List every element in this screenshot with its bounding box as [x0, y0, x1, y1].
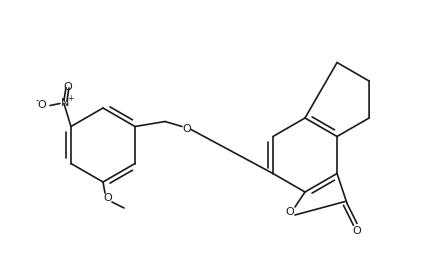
Text: O: O — [104, 193, 112, 203]
Text: N: N — [61, 98, 69, 108]
Text: +: + — [67, 94, 73, 103]
Text: O: O — [183, 125, 191, 134]
Text: -: - — [35, 96, 39, 105]
Text: O: O — [38, 101, 46, 110]
Text: O: O — [286, 207, 294, 217]
Text: O: O — [64, 82, 72, 92]
Text: O: O — [353, 227, 362, 237]
